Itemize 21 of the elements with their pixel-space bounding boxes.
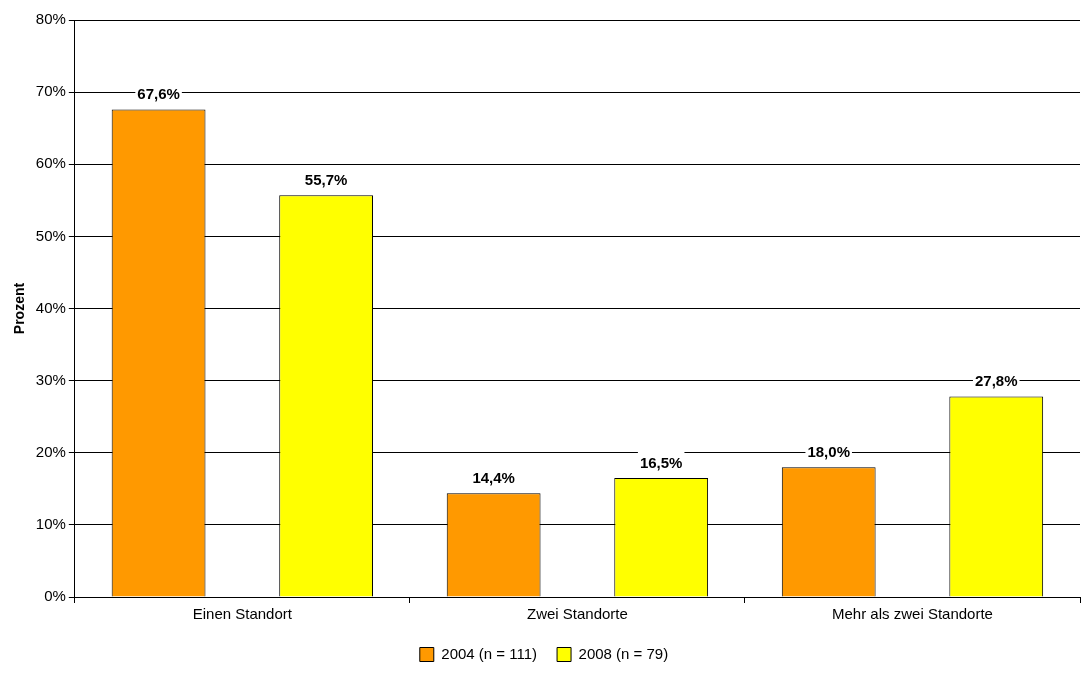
y-tick-label: 40%	[35, 298, 66, 316]
x-tick-label: Einen Standort	[192, 605, 293, 623]
data-label: 27,8%	[974, 372, 1018, 390]
y-tick-label: 30%	[35, 370, 66, 388]
y-tick-label: 0%	[44, 587, 66, 605]
y-tick-label: 10%	[35, 515, 66, 533]
legend-label: 2004 (n = 111)	[441, 644, 538, 662]
x-tick-label: Zwei Standorte	[526, 605, 628, 623]
data-label: 67,6%	[137, 85, 180, 103]
data-label: 18,0%	[807, 442, 850, 460]
x-tick-label: Mehr als zwei Standorte	[832, 605, 993, 623]
y-axis-title: Prozent	[11, 282, 28, 335]
y-tick-label: 20%	[35, 442, 66, 460]
y-tick-label: 50%	[35, 226, 66, 244]
y-tick-label: 80%	[35, 10, 66, 28]
data-label: 16,5%	[639, 453, 683, 471]
y-tick-label: 60%	[35, 154, 66, 172]
legend-label: 2008 (n = 79)	[578, 644, 669, 662]
y-tick-label: 70%	[35, 82, 66, 100]
data-label: 55,7%	[304, 170, 348, 188]
data-label: 14,4%	[472, 468, 515, 486]
